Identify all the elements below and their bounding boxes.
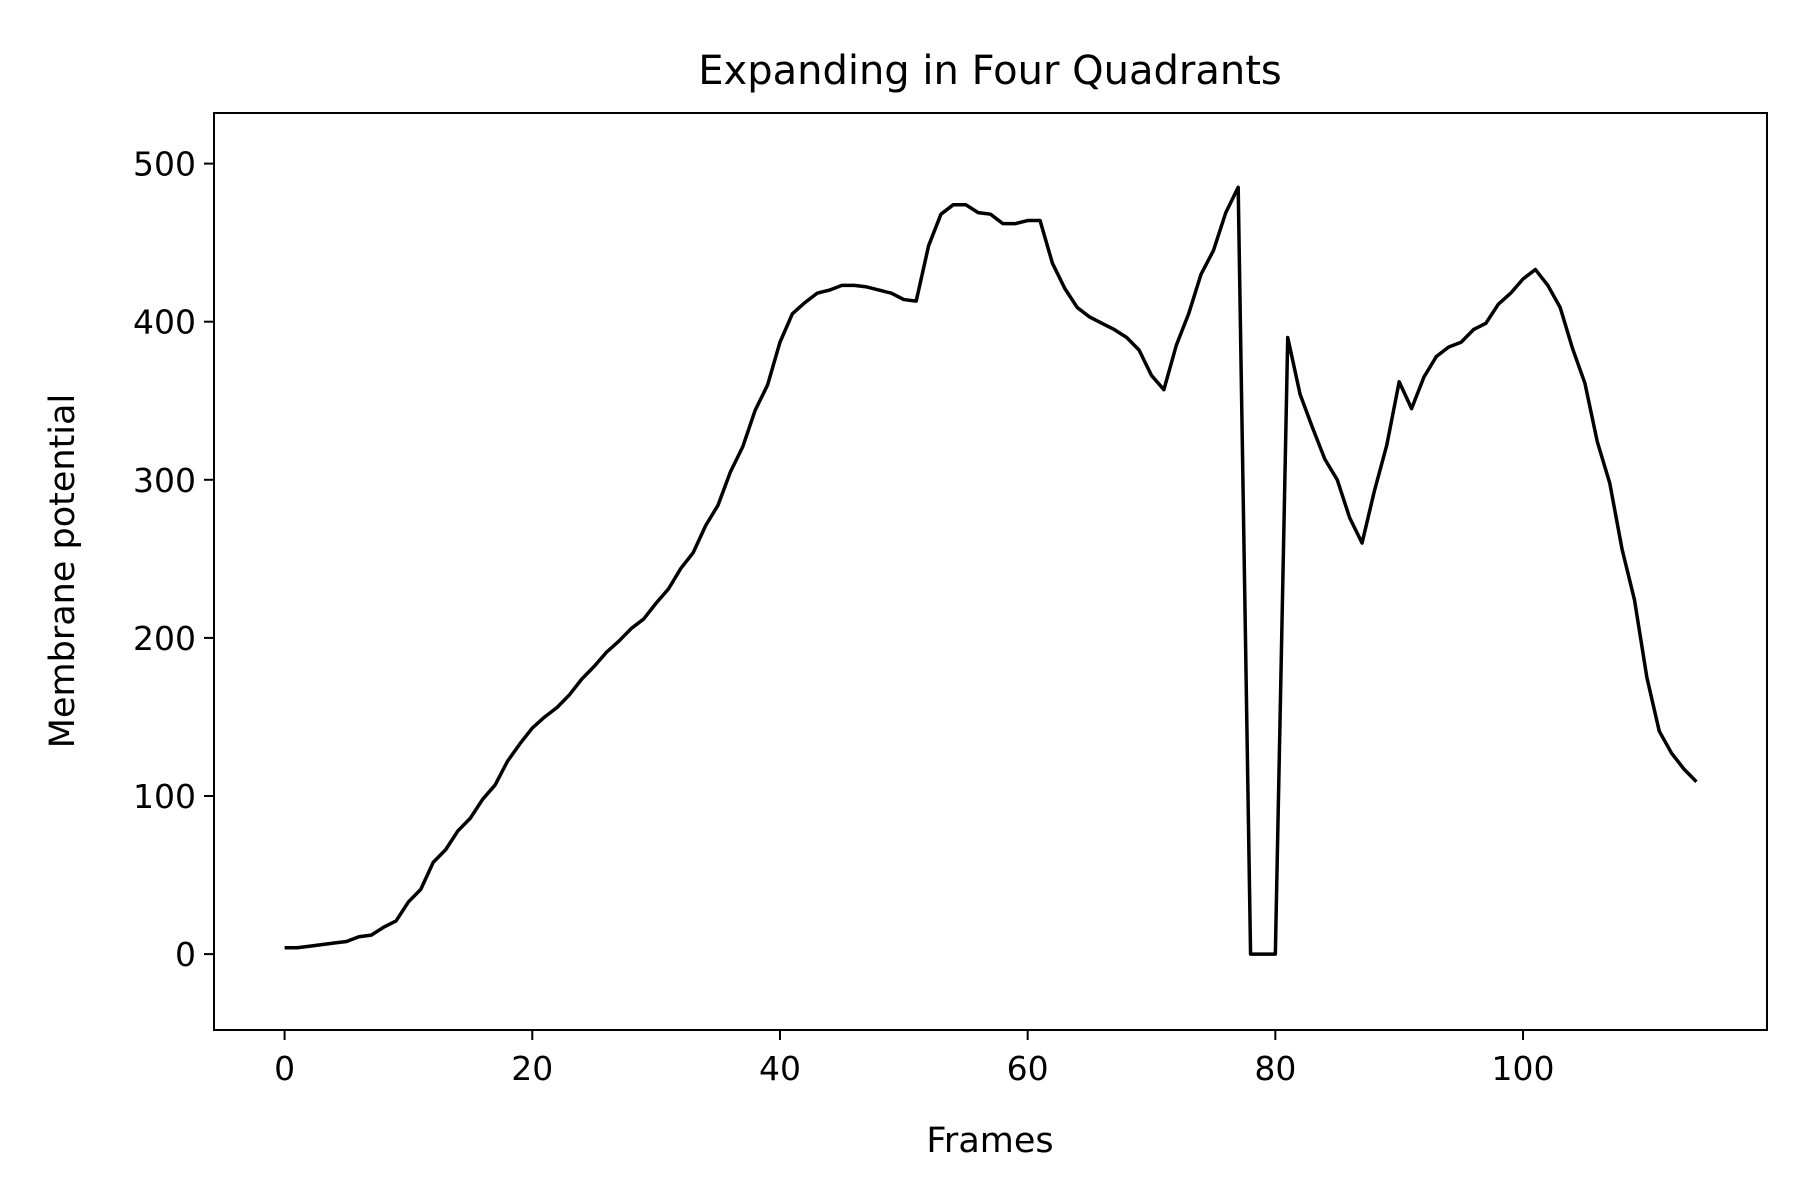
y-tick-label: 100: [133, 777, 196, 816]
y-tick-label: 0: [175, 935, 196, 974]
y-tick-label: 400: [133, 303, 196, 342]
y-tick-label: 200: [133, 619, 196, 658]
x-tick-label: 40: [759, 1049, 801, 1088]
x-tick-label: 0: [274, 1049, 295, 1088]
series-line-0: [284, 185, 1698, 956]
x-tick-label: 20: [511, 1049, 553, 1088]
x-tick-label: 60: [1007, 1049, 1049, 1088]
x-tick-label: 80: [1254, 1049, 1296, 1088]
y-tick-label: 500: [133, 145, 196, 184]
y-axis-label: Membrane potential: [43, 394, 83, 748]
x-axis-label: Frames: [926, 1121, 1053, 1161]
x-tick-label: 100: [1492, 1049, 1555, 1088]
y-tick-label: 300: [133, 461, 196, 500]
plot-frame: [213, 112, 1768, 1031]
chart-title: Expanding in Four Quadrants: [698, 48, 1281, 94]
